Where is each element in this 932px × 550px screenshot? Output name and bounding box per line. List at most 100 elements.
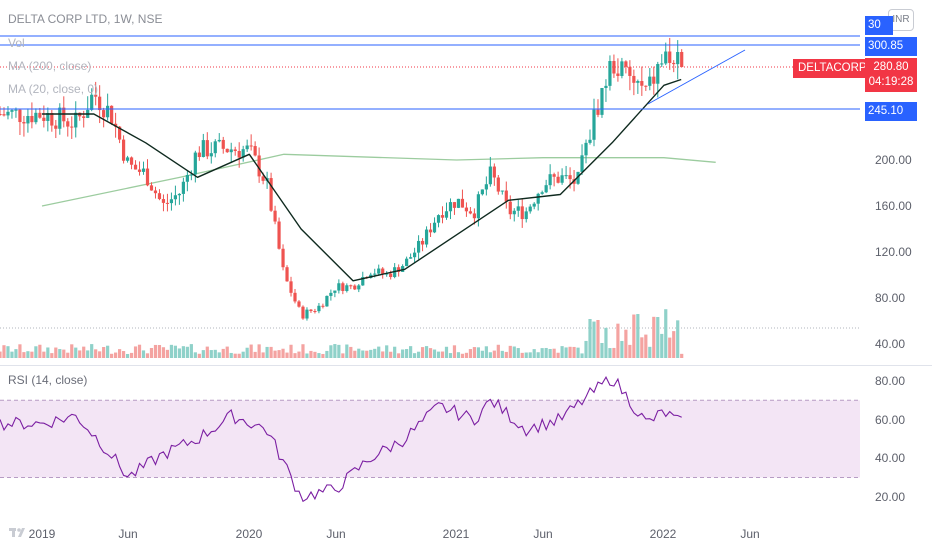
candle-body [98,96,102,111]
legend-rsi[interactable]: RSI (14, close) [8,373,88,387]
time-tick: Jun [118,527,138,541]
volume-bar [544,347,548,358]
candle-body [468,211,473,214]
candle-body [173,195,178,200]
candle-body [656,64,660,84]
candle-body [229,149,233,153]
candle-body [253,146,257,156]
volume-bar [345,344,349,358]
candle-body [22,122,26,124]
candle-body [117,126,122,140]
volume-bar [480,350,484,358]
level-lines [0,35,860,110]
candle-body [357,285,361,290]
volume-bar [114,352,118,358]
volume-bar [440,351,445,358]
candle-body [6,111,10,116]
volume-bar [560,346,564,358]
volume-bar [78,350,82,358]
candle-body [305,309,309,319]
volume-bar [524,352,528,358]
price-tick: 80.00 [875,291,906,305]
volume-bar [90,344,94,358]
volume-bar [500,350,504,358]
candle-body [420,240,425,245]
volume-bar [636,314,640,358]
volume-bar [58,349,62,358]
candle-body [648,76,652,86]
candle-body [54,125,58,129]
volume-bar [552,348,556,358]
volume-bar [26,351,30,358]
volume-bar [676,320,680,358]
candle-body [373,273,377,275]
volume-bar [628,344,632,358]
volume-bar [349,346,353,358]
volume-bar [117,349,122,358]
volume-bar [596,319,600,358]
candle-body [424,229,429,245]
candle-body [436,215,441,223]
legend-ma20[interactable]: MA (20, close, 0) [8,82,99,96]
volume-bar [341,353,345,358]
volume-bar [289,344,293,358]
volume-bar [225,346,229,358]
trendline [647,49,746,105]
volume-bar [121,351,126,358]
legend-ma200[interactable]: MA (200, close) [8,59,92,73]
volume-bar [680,353,684,358]
candle-body [110,105,114,124]
rsi-path [0,376,682,503]
countdown: 04:19:28 [868,76,914,88]
candle-body [225,148,229,153]
volume-bar [664,309,668,358]
candle-body [169,199,174,204]
volume-bar [564,347,568,358]
volume-bar [317,353,321,358]
volume-bar [141,350,146,358]
ma20-path [42,78,682,282]
volume-bar [129,352,134,358]
candle-body [26,116,30,124]
rsi-tick: 40.00 [875,451,906,465]
candle-body [94,94,98,97]
candle-body [385,273,389,275]
candle-body [161,199,166,203]
candle-body [660,63,664,65]
candle-body [452,202,457,208]
volume-bar [221,348,225,358]
candle-body [285,267,289,282]
candle-body [576,171,580,184]
candle-body [10,110,14,112]
volume-bar [161,347,166,358]
volume-bar [70,344,74,358]
volume-bar [536,352,540,358]
volume-bar [672,331,676,358]
volume-bar [660,333,664,358]
candle-body [177,193,181,196]
candle-body [612,61,616,74]
candle-body [644,85,648,87]
candle-body [676,52,680,65]
candle-body [241,149,245,158]
candle-body [289,281,293,293]
candle-body [524,211,528,220]
volume-bar [86,350,90,358]
candle-body [301,306,305,319]
time-tick: 2022 [649,527,677,541]
candle-body [596,109,600,115]
candle-body [38,112,42,118]
volume-bar [249,344,253,358]
rsi-line [0,376,682,503]
volume-bar [608,348,612,358]
volume-bar [106,345,110,358]
candle-body [18,109,22,123]
candle-body [544,185,548,193]
candle-body [580,155,584,172]
legend-vol[interactable]: Vol [8,36,25,50]
candle-body [201,140,205,158]
volume-bar [189,344,193,358]
volume-bar [365,350,369,358]
candle-body [114,123,118,127]
